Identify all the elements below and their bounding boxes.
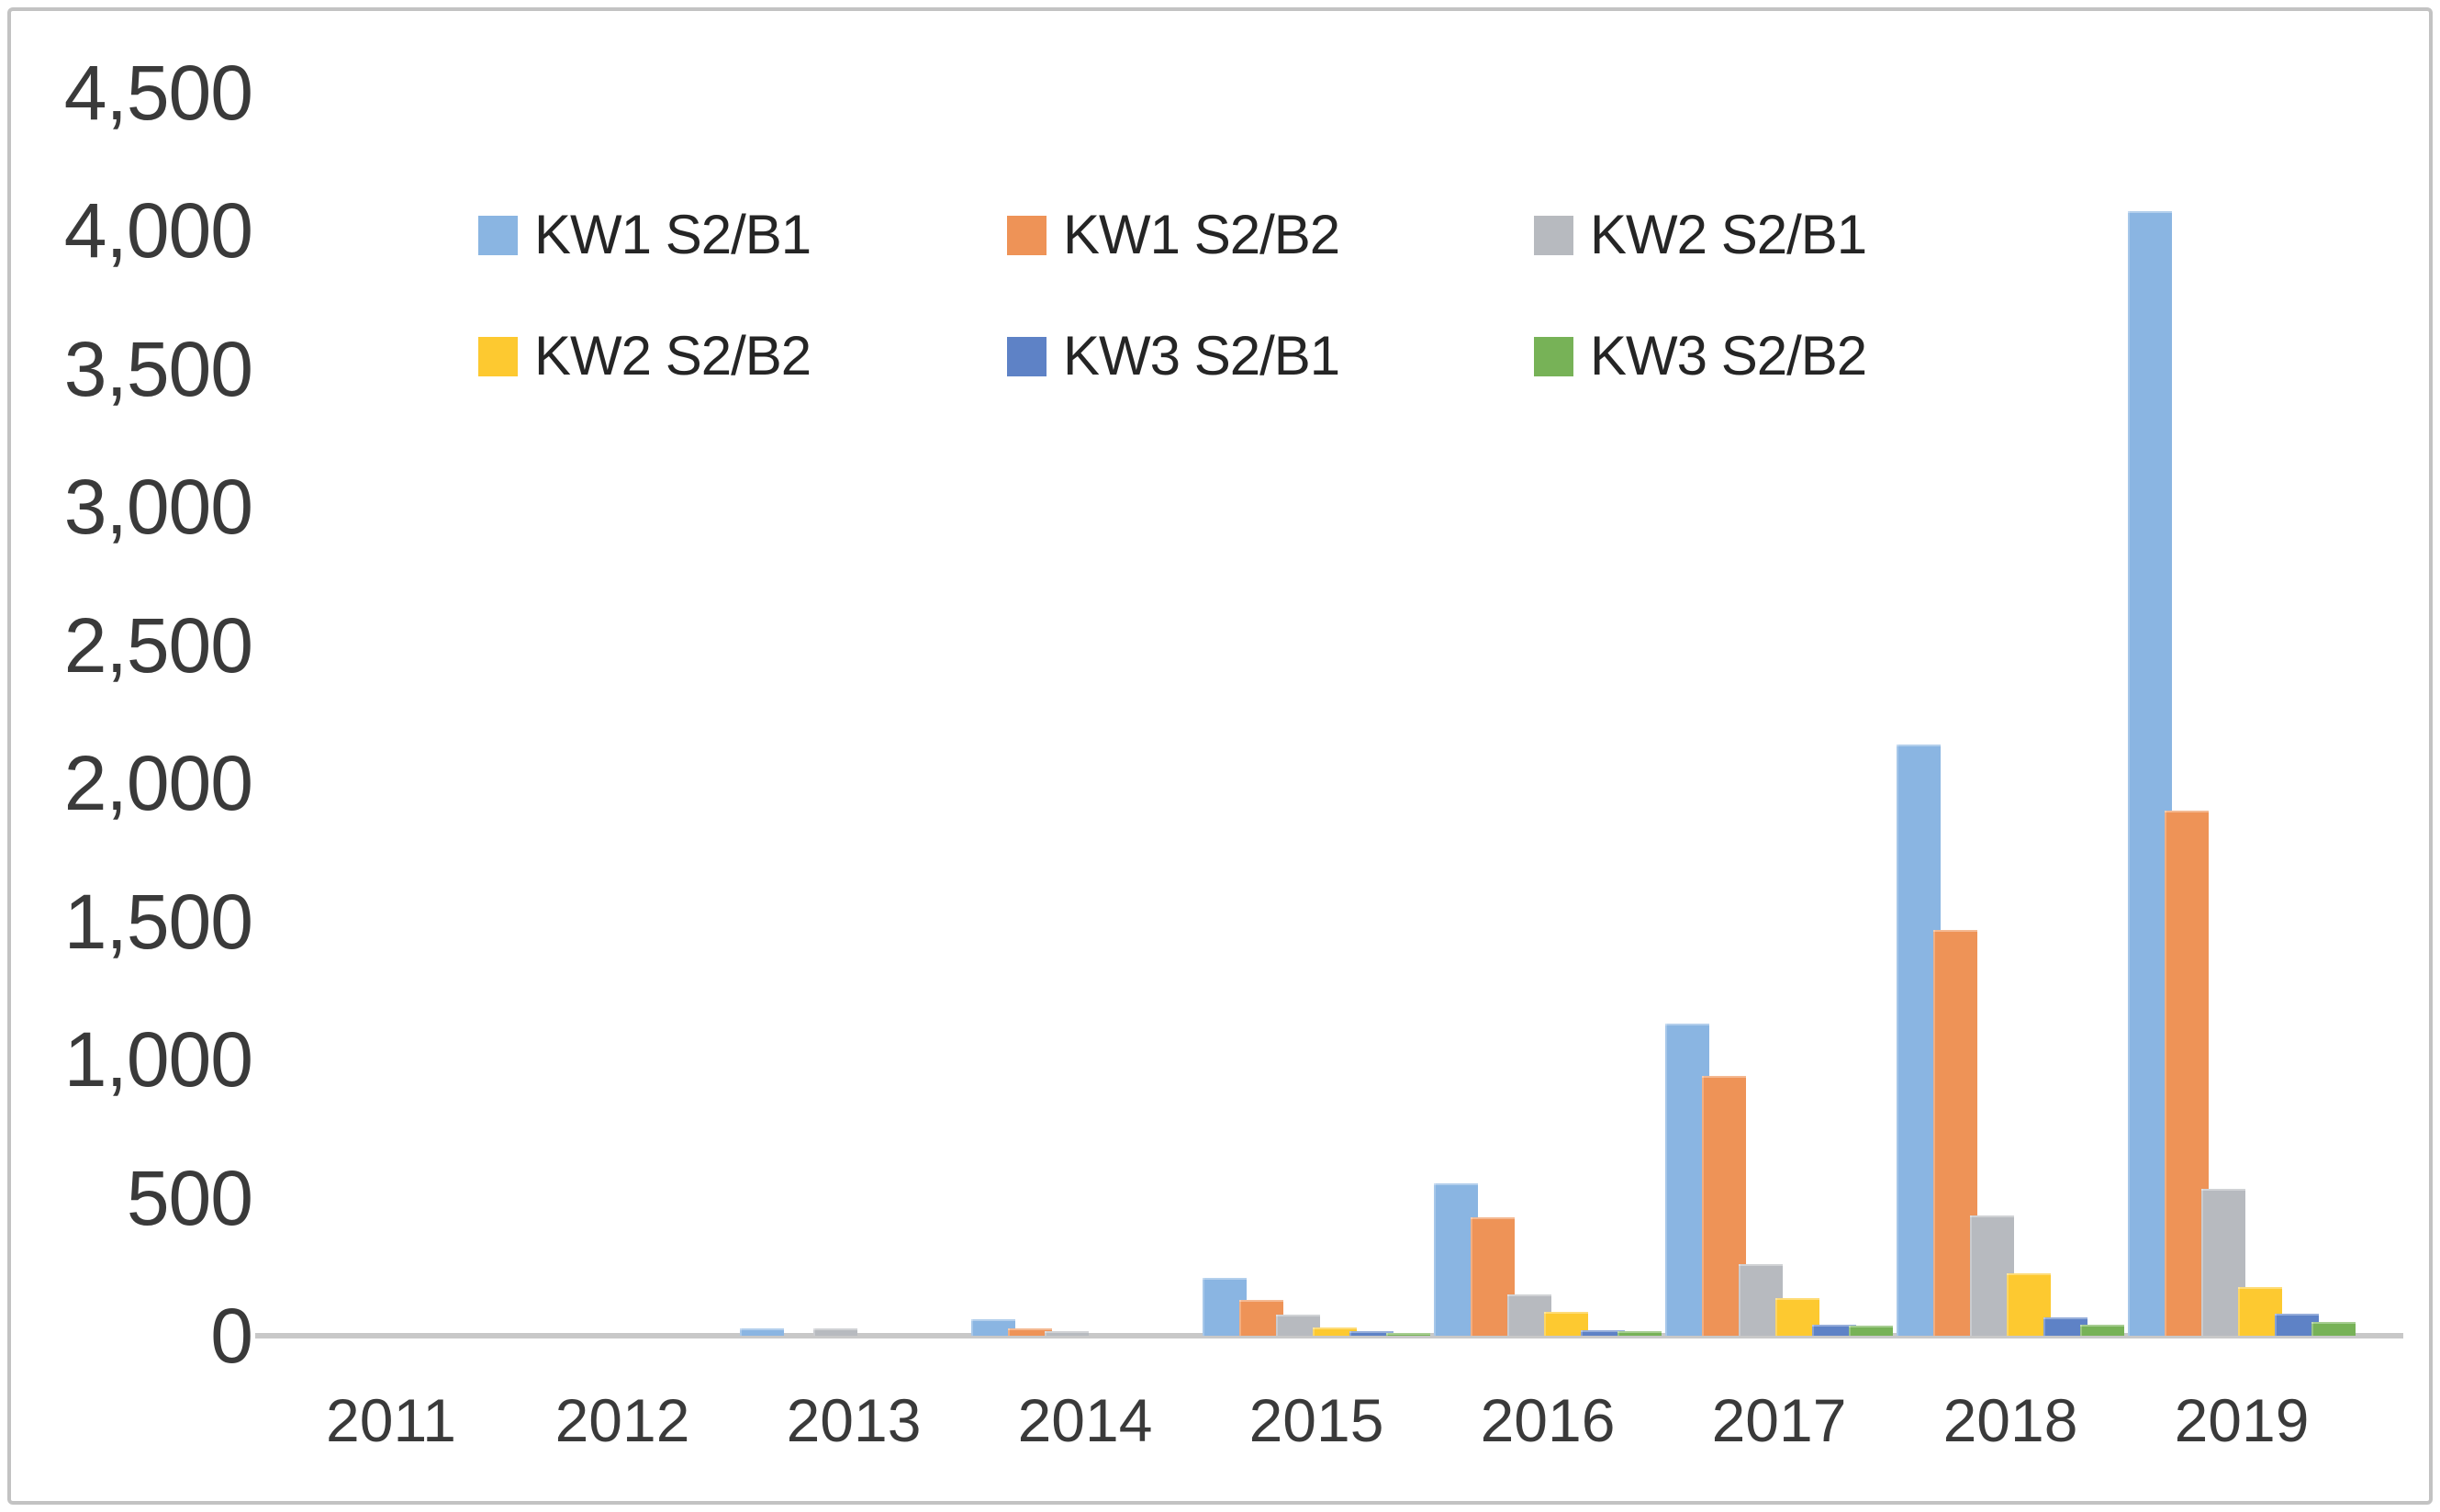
legend-swatch-icon [478,336,518,376]
legend-item-kw1-s2-b2: KW1 S2/B2 [1007,207,1340,263]
legend-label: KW3 S2/B2 [1590,325,1867,386]
bar-group-2014 [969,87,1201,1336]
x-tick-label: 2012 [554,1386,690,1454]
legend-label: KW1 S2/B1 [534,204,811,265]
bar-kw2-s2-b1-2015 [1276,1315,1320,1336]
x-tick-label: 2017 [1711,1386,1847,1454]
y-tick-label: 4,000 [63,187,253,274]
bar-kw3-s2-b1-2017 [1812,1325,1856,1336]
x-tick-label: 2011 [326,1386,456,1454]
legend-item-kw1-s2-b1: KW1 S2/B1 [478,207,811,263]
bar-kw1-s2-b1-2013 [740,1328,784,1336]
bar-group-2015 [1201,87,1432,1336]
bar-kw3-s2-b2-2017 [1849,1326,1893,1336]
y-tick-label: 2,000 [63,740,253,826]
bar-kw1-s2-b2-2014 [1008,1328,1052,1336]
bar-kw2-s2-b2-2015 [1313,1327,1357,1336]
legend-item-kw3-s2-b1: KW3 S2/B1 [1007,329,1340,384]
legend-label: KW2 S2/B2 [534,325,811,386]
bar-group-2016 [1432,87,1663,1336]
x-tick-label: 2013 [786,1386,922,1454]
legend-swatch-icon [1534,336,1573,376]
y-tick-label: 2,500 [63,601,253,689]
legend-item-kw2-s2-b1: KW2 S2/B1 [1534,207,1867,263]
bar-group-2013 [738,87,969,1336]
bar-group-2018 [1895,87,2126,1336]
bar-kw3-s2-b1-2016 [1581,1330,1625,1336]
x-axis-line [255,1333,2403,1338]
bar-kw3-s2-b1-2015 [1349,1331,1393,1336]
bar-kw1-s2-b1-2014 [971,1319,1015,1336]
x-tick-label: 2015 [1248,1386,1384,1454]
legend-swatch-icon [478,215,518,255]
bar-kw3-s2-b2-2018 [2080,1325,2124,1336]
x-tick-label: 2014 [1017,1386,1153,1454]
bar-kw3-s2-b2-2016 [1617,1331,1662,1336]
legend-item-kw2-s2-b2: KW2 S2/B2 [478,329,811,384]
legend-swatch-icon [1534,215,1573,255]
chart-border-frame [7,7,2433,1505]
legend-swatch-icon [1007,336,1047,376]
y-tick-label: 4,500 [63,49,253,136]
bar-group-2011 [275,87,507,1336]
bar-kw2-s2-b1-2014 [1045,1331,1089,1336]
bar-kw3-s2-b2-2019 [2311,1322,2356,1336]
x-tick-label: 2016 [1480,1386,1616,1454]
y-tick-label: 1,000 [63,1016,253,1103]
bar-kw3-s2-b1-2018 [2043,1317,2087,1336]
bar-group-2017 [1663,87,1895,1336]
y-tick-label: 1,500 [63,878,253,965]
x-tick-label: 2018 [1942,1386,2078,1454]
bar-kw3-s2-b2-2015 [1386,1333,1430,1336]
legend-label: KW3 S2/B1 [1063,325,1340,386]
legend-label: KW1 S2/B2 [1063,204,1340,265]
legend-swatch-icon [1007,215,1047,255]
bar-group-2012 [507,87,738,1336]
y-tick-label: 0 [210,1293,253,1379]
y-tick-label: 3,500 [63,325,253,412]
legend-item-kw3-s2-b2: KW3 S2/B2 [1534,329,1867,384]
y-tick-label: 3,000 [63,464,253,550]
x-tick-label: 2019 [2174,1386,2310,1454]
legend-label: KW2 S2/B1 [1590,204,1867,265]
bar-kw2-s2-b1-2013 [813,1328,857,1336]
y-tick-label: 500 [126,1154,253,1241]
bar-group-2019 [2126,87,2357,1336]
